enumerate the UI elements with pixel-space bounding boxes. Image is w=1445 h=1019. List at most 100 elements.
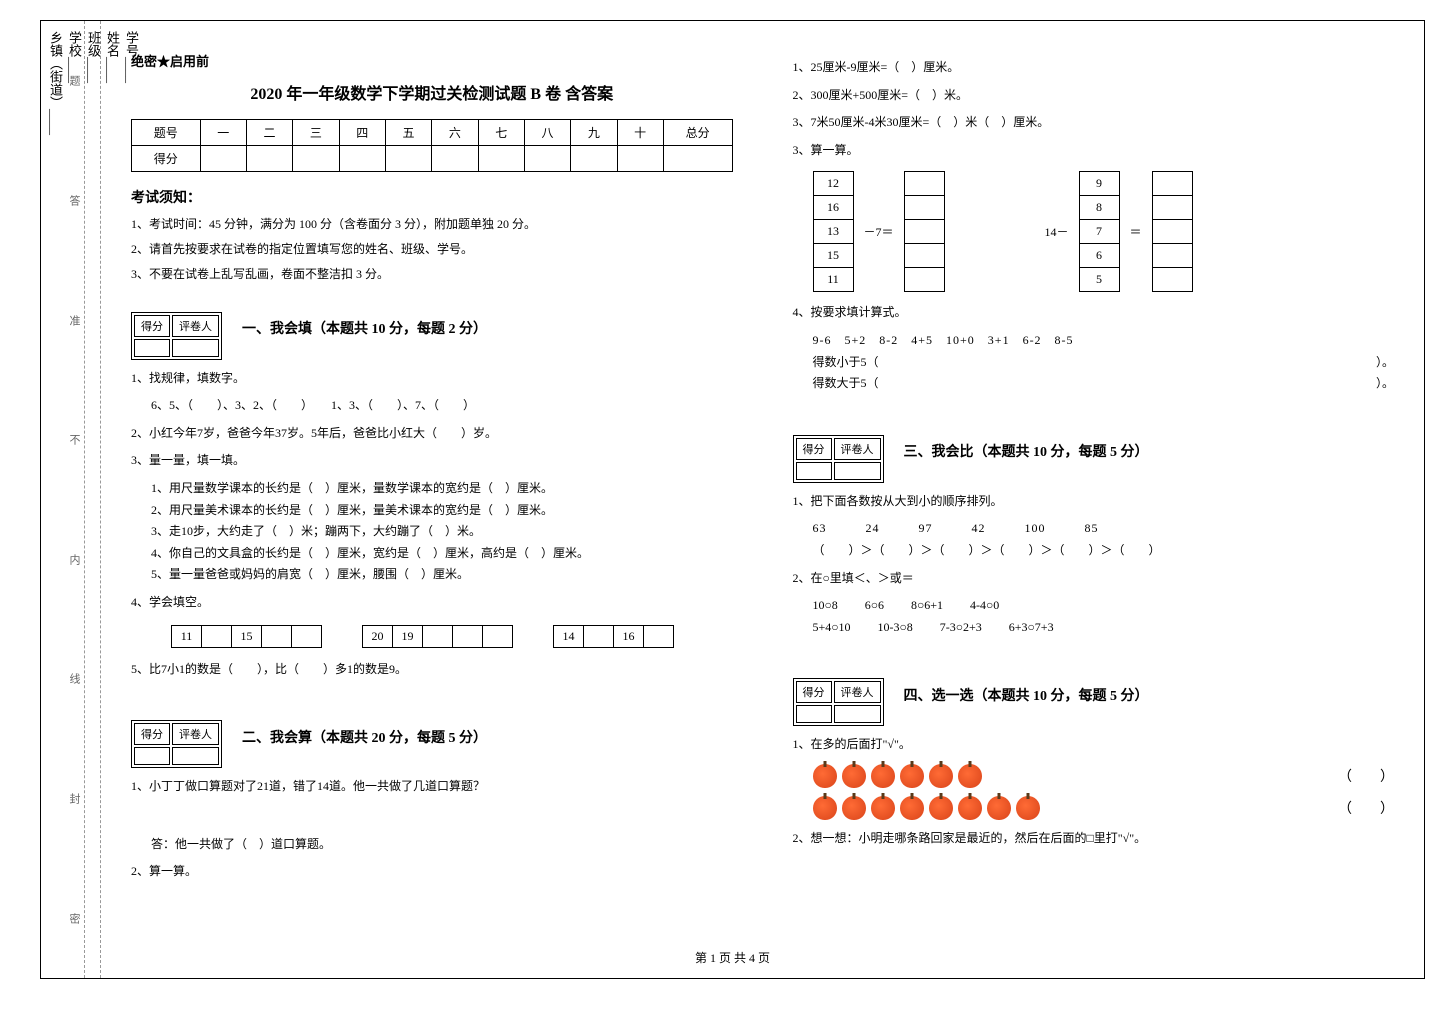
section-2-title: 二、我会算（本题共 20 分，每题 5 分） bbox=[242, 727, 487, 747]
grader-box: 得分评卷人 bbox=[793, 435, 884, 483]
section-3-title: 三、我会比（本题共 10 分，每题 5 分） bbox=[904, 441, 1149, 461]
r-q3: 3、算一算。 bbox=[793, 140, 1395, 162]
s3-nums: 63 24 97 42 100 85 bbox=[813, 518, 1395, 540]
grader-box: 得分评卷人 bbox=[793, 678, 884, 726]
score-header: 六 bbox=[432, 120, 478, 146]
apple-icon bbox=[958, 764, 982, 788]
r-q2-3: 3、7米50厘米-4米30厘米=（ ）米（ ）厘米。 bbox=[793, 112, 1395, 134]
score-header: 七 bbox=[478, 120, 524, 146]
seq-table-3: 14 16 bbox=[553, 625, 674, 648]
r-q2-1: 1、25厘米-9厘米=（ ）厘米。 bbox=[793, 57, 1395, 79]
apple-icon bbox=[958, 796, 982, 820]
apple-icon bbox=[842, 796, 866, 820]
s3-q2: 2、在○里填＜、＞或＝ bbox=[793, 568, 1395, 590]
q3-4: 4、你自己的文具盒的长约是（ ）厘米，宽约是（ ）厘米，高约是（ ）厘米。 bbox=[151, 543, 733, 565]
check-paren: （ ） bbox=[1338, 798, 1394, 818]
score-header: 八 bbox=[524, 120, 570, 146]
q3-2: 2、用尺量美术课本的长约是（ ）厘米，量美术课本的宽约是（ ）厘米。 bbox=[151, 500, 733, 522]
q2: 2、小红今年7岁，爸爸今年37岁。5年后，爸爸比小红大（ ）岁。 bbox=[131, 423, 733, 445]
right-column: 1、25厘米-9厘米=（ ）厘米。 2、300厘米+500厘米=（ ）米。 3、… bbox=[763, 21, 1425, 978]
score-header: 三 bbox=[293, 120, 339, 146]
apple-icon bbox=[842, 764, 866, 788]
dashed-label: 密 bbox=[66, 913, 82, 924]
binding-label: 姓名____ bbox=[103, 31, 122, 968]
notice-item: 2、请首先按要求在试卷的指定位置填写您的姓名、班级、学号。 bbox=[131, 240, 733, 259]
s3-q2-r1: 10○8 6○6 8○6+1 4-4○0 bbox=[813, 595, 1395, 617]
s4-q2: 2、想一想：小明走哪条路回家是最近的，然后在后面的□里打"√"。 bbox=[793, 828, 1395, 850]
s2-q2: 2、算一算。 bbox=[131, 861, 733, 883]
grader-box: 得分评卷人 bbox=[131, 720, 222, 768]
binding-label: 乡镇（街道）____ bbox=[46, 31, 65, 968]
apple-icon bbox=[1016, 796, 1040, 820]
seq-table-2: 20 19 bbox=[362, 625, 513, 648]
score-header: 总分 bbox=[663, 120, 732, 146]
s3-order: （ ）＞（ ）＞（ ）＞（ ）＞（ ）＞（ ） bbox=[813, 540, 1395, 562]
score-header: 四 bbox=[339, 120, 385, 146]
dashed-label: 封 bbox=[66, 793, 82, 804]
notice-item: 3、不要在试卷上乱写乱画，卷面不整洁扣 3 分。 bbox=[131, 265, 733, 284]
apple-icon bbox=[813, 764, 837, 788]
apple-icon bbox=[929, 764, 953, 788]
calc-eq: ＝ bbox=[1130, 223, 1142, 240]
apple-row-2: （ ） bbox=[813, 796, 1395, 820]
exam-title: 2020 年一年级数学下学期过关检测试题 B 卷 含答案 bbox=[131, 80, 733, 104]
q3-1: 1、用尺量数学课本的长约是（ ）厘米，量数学课本的宽约是（ ）厘米。 bbox=[151, 478, 733, 500]
binding-label: 学号____ bbox=[122, 31, 141, 968]
dashed-label: 线 bbox=[66, 673, 82, 684]
calc-op: －7＝ bbox=[864, 223, 894, 240]
calc-box-1-right bbox=[904, 171, 945, 292]
r-q2-2: 2、300厘米+500厘米=（ ）米。 bbox=[793, 85, 1395, 107]
apple-icon bbox=[813, 796, 837, 820]
calc-box-1-left: 12 16 13 15 11 bbox=[813, 171, 854, 292]
r-q4-lt: 得数小于5（ ）。 bbox=[813, 352, 1395, 374]
score-row-label: 得分 bbox=[132, 146, 201, 172]
q1: 1、找规律，填数字。 bbox=[131, 368, 733, 390]
calc-box-2-left: 9 8 7 6 5 bbox=[1079, 171, 1120, 292]
apple-icon bbox=[871, 764, 895, 788]
calc-box-2-right bbox=[1152, 171, 1193, 292]
apple-icon bbox=[871, 796, 895, 820]
score-header: 九 bbox=[571, 120, 617, 146]
r-q4-gt: 得数大于5（ ）。 bbox=[813, 373, 1395, 395]
apple-row-1: （ ） bbox=[813, 764, 1395, 788]
grader-box: 得分评卷人 bbox=[131, 312, 222, 360]
binding-margin: 学号____ 姓名____ 班级____ 学校____ 乡镇（街道）____ 题… bbox=[41, 21, 101, 978]
confidential-label: 绝密★启用前 bbox=[131, 51, 733, 70]
s2-q1-ans: 答：他一共做了（ ）道口算题。 bbox=[151, 834, 733, 856]
score-header: 题号 bbox=[132, 120, 201, 146]
s2-q1: 1、小丁丁做口算题对了21道，错了14道。他一共做了几道口算题？ bbox=[131, 776, 733, 798]
dashed-label: 不 bbox=[66, 434, 82, 445]
q3: 3、量一量，填一填。 bbox=[131, 450, 733, 472]
q1-line: 6、5、（ ）、3、2、（ ） 1、3、（ ）、7、（ ） bbox=[151, 395, 733, 417]
s4-q1: 1、在多的后面打"√"。 bbox=[793, 734, 1395, 756]
dashed-label: 答 bbox=[66, 195, 82, 206]
r-q4-exprs: 9-6 5+2 8-2 4+5 10+0 3+1 6-2 8-5 bbox=[813, 330, 1395, 352]
notice-title: 考试须知： bbox=[131, 187, 733, 207]
score-header: 一 bbox=[200, 120, 246, 146]
dashed-label: 内 bbox=[66, 554, 82, 565]
check-paren: （ ） bbox=[1338, 766, 1394, 786]
s3-q1: 1、把下面各数按从大到小的顺序排列。 bbox=[793, 491, 1395, 513]
score-header: 二 bbox=[246, 120, 292, 146]
notice-item: 1、考试时间：45 分钟，满分为 100 分（含卷面分 3 分），附加题单独 2… bbox=[131, 215, 733, 234]
page-footer: 第 1 页 共 4 页 bbox=[41, 949, 1424, 966]
score-table: 题号 一 二 三 四 五 六 七 八 九 十 总分 得分 bbox=[131, 119, 733, 172]
calc-op: 14－ bbox=[1045, 223, 1069, 240]
dashed-label: 题 bbox=[66, 75, 82, 86]
q4: 4、学会填空。 bbox=[131, 592, 733, 614]
section-1-title: 一、我会填（本题共 10 分，每题 2 分） bbox=[242, 318, 487, 338]
apple-icon bbox=[987, 796, 1011, 820]
r-q4: 4、按要求填计算式。 bbox=[793, 302, 1395, 324]
apple-icon bbox=[900, 764, 924, 788]
apple-icon bbox=[929, 796, 953, 820]
q3-3: 3、走10步，大约走了（ ）米；蹦两下，大约蹦了（ ）米。 bbox=[151, 521, 733, 543]
dashed-label: 准 bbox=[66, 315, 82, 326]
q3-5: 5、量一量爸爸或妈妈的肩宽（ ）厘米，腰围（ ）厘米。 bbox=[151, 564, 733, 586]
score-header: 五 bbox=[385, 120, 431, 146]
apple-icon bbox=[900, 796, 924, 820]
q5: 5、比7小1的数是（ ），比（ ）多1的数是9。 bbox=[131, 659, 733, 681]
section-4-title: 四、选一选（本题共 10 分，每题 5 分） bbox=[904, 685, 1149, 705]
binding-label: 班级____ bbox=[84, 31, 103, 968]
score-header: 十 bbox=[617, 120, 663, 146]
s3-q2-r2: 5+4○10 10-3○8 7-3○2+3 6+3○7+3 bbox=[813, 617, 1395, 639]
